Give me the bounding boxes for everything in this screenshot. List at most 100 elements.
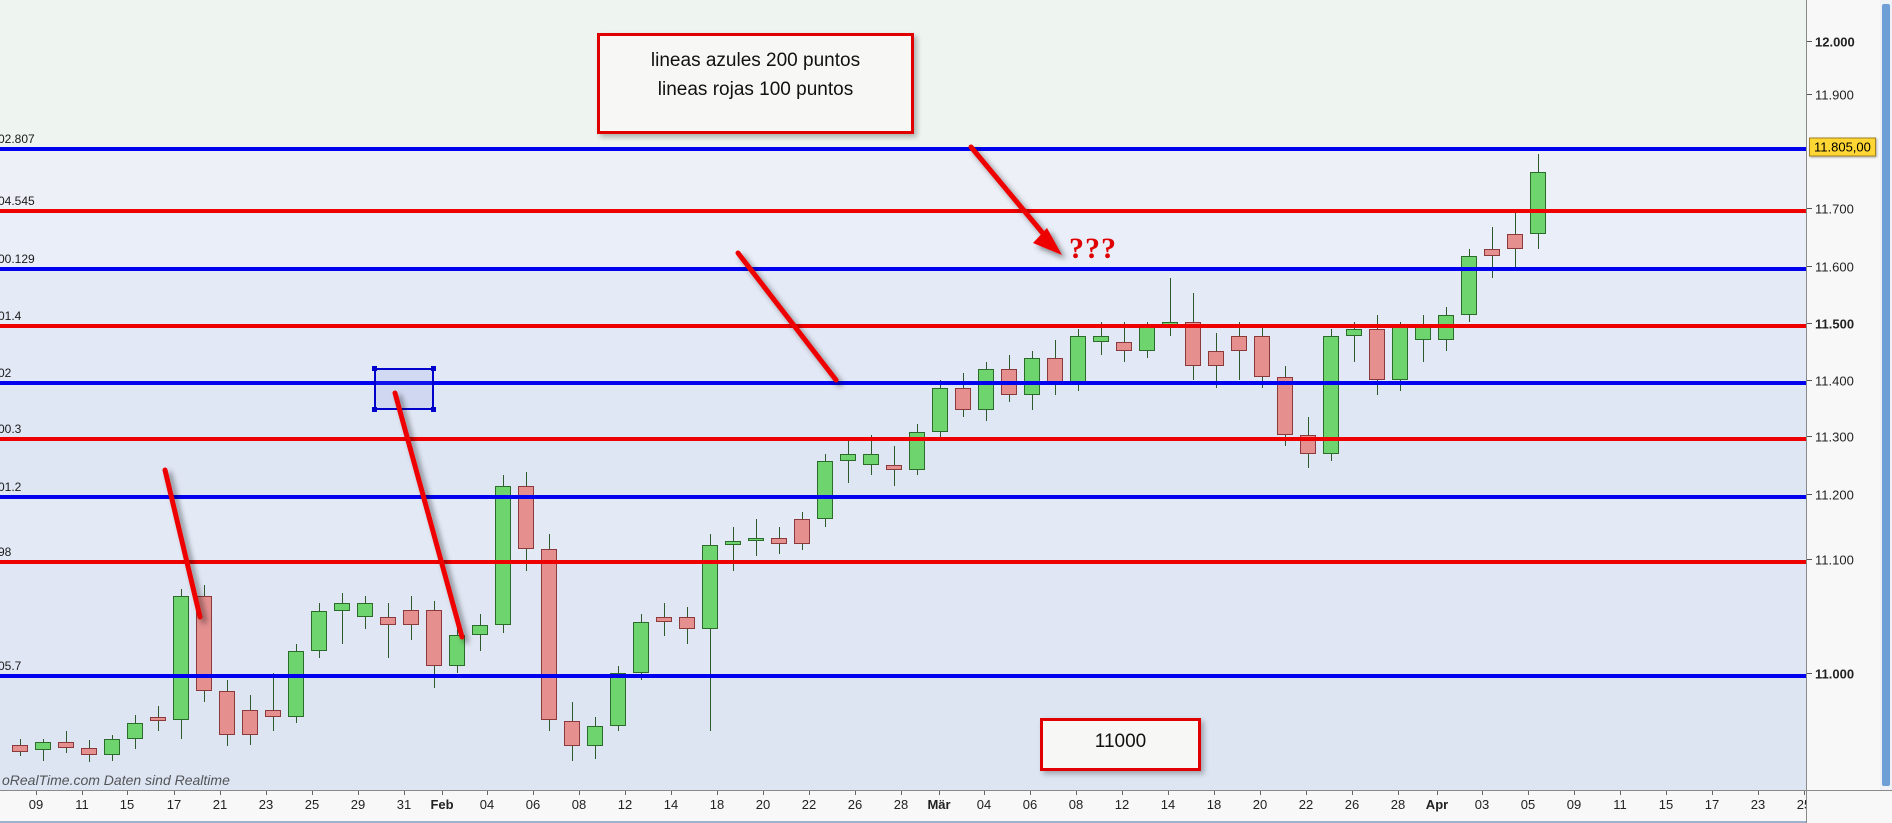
vertical-scrollbar[interactable] bbox=[1880, 0, 1892, 790]
candle-body-up bbox=[587, 725, 603, 747]
price-band bbox=[0, 381, 1806, 437]
tick-dash bbox=[1807, 494, 1812, 495]
selection-handle-tl[interactable] bbox=[372, 366, 377, 371]
candle-body-up bbox=[1323, 336, 1339, 454]
tick-dash bbox=[1482, 791, 1483, 795]
tick-dash bbox=[1030, 791, 1031, 795]
price-axis[interactable]: 12.000 11.900 11.700 11.600 11.500 11.400 11.3… bbox=[1806, 0, 1880, 790]
price-tick-label: 11.400 bbox=[1815, 373, 1854, 389]
candle-body-up bbox=[288, 651, 304, 717]
reference-line-red[interactable] bbox=[0, 437, 1806, 441]
tick-dash bbox=[1122, 791, 1123, 795]
candlestick bbox=[1323, 329, 1339, 461]
reference-line-red[interactable] bbox=[0, 560, 1806, 564]
tick-dash bbox=[1712, 791, 1713, 795]
date-tick-label: 28 bbox=[1390, 797, 1406, 812]
candlestick bbox=[196, 585, 212, 703]
tick-dash bbox=[984, 791, 985, 795]
date-tick-label: 28 bbox=[893, 797, 909, 812]
reference-line-red[interactable] bbox=[0, 324, 1806, 328]
tick-dash bbox=[1807, 559, 1812, 560]
date-tick-label: 23 bbox=[1750, 797, 1766, 812]
selection-handle-br[interactable] bbox=[431, 407, 436, 412]
candle-wick bbox=[1124, 321, 1125, 363]
scrollbar-thumb[interactable] bbox=[1882, 4, 1890, 786]
candle-body-down bbox=[1208, 351, 1224, 366]
candlestick bbox=[725, 526, 741, 571]
selection-rectangle[interactable] bbox=[372, 366, 436, 412]
candle-body-up bbox=[1415, 325, 1431, 341]
candle-wick bbox=[1354, 321, 1355, 363]
tick-dash bbox=[1398, 791, 1399, 795]
candlestick bbox=[1300, 416, 1316, 469]
annotation-level-box[interactable]: 11000 bbox=[1040, 718, 1201, 771]
candle-body-down bbox=[219, 691, 235, 736]
annotation-legend-box[interactable]: lineas azules 200 puntos lineas rojas 10… bbox=[597, 33, 914, 134]
tick-dash bbox=[1807, 380, 1812, 381]
candlestick bbox=[1116, 321, 1132, 363]
candlestick bbox=[909, 424, 925, 476]
candlestick bbox=[104, 735, 120, 761]
reference-line-blue[interactable] bbox=[0, 381, 1806, 385]
candle-body-up bbox=[495, 486, 511, 625]
trendline-march bbox=[735, 250, 839, 383]
selection-handle-tr[interactable] bbox=[431, 366, 436, 371]
candle-body-up bbox=[748, 537, 764, 542]
date-tick-label: 11 bbox=[75, 797, 89, 812]
candle-body-up bbox=[863, 453, 879, 466]
candlestick bbox=[127, 715, 143, 750]
candle-body-up bbox=[1070, 336, 1086, 384]
candle-body-up bbox=[817, 460, 833, 520]
date-tick-label: 15 bbox=[119, 797, 135, 812]
candlestick bbox=[978, 362, 994, 421]
tick-dash bbox=[1306, 791, 1307, 795]
candle-body-down bbox=[1507, 234, 1523, 249]
candlestick bbox=[518, 471, 534, 571]
candle-body-down bbox=[81, 747, 97, 755]
candle-body-down bbox=[1116, 342, 1132, 352]
candle-body-down bbox=[403, 610, 419, 625]
chart-plot-area[interactable]: 02.807 04.545 00.129 01.4 02 00.3 01.2 98 05.7 bbox=[0, 0, 1806, 790]
candle-body-up bbox=[1438, 314, 1454, 341]
candle-body-down bbox=[1231, 336, 1247, 352]
date-tick-label: 06 bbox=[1022, 797, 1038, 812]
price-band bbox=[0, 437, 1806, 495]
candle-body-down bbox=[380, 617, 396, 625]
candle-body-up bbox=[1024, 358, 1040, 395]
candlestick bbox=[794, 512, 810, 551]
date-tick-label: 29 bbox=[350, 797, 366, 812]
candle-body-up bbox=[725, 541, 741, 545]
candlestick bbox=[311, 603, 327, 659]
reference-line-blue[interactable] bbox=[0, 147, 1806, 151]
date-tick-label: 09 bbox=[1566, 797, 1582, 812]
reference-line-blue[interactable] bbox=[0, 495, 1806, 499]
reference-line-blue[interactable] bbox=[0, 267, 1806, 271]
candle-body-down bbox=[242, 709, 258, 736]
tick-dash bbox=[36, 791, 37, 795]
date-axis[interactable]: 09 11 15 17 21 23 25 29 31 Feb 04 06 08 12 14 18 20 22 26 2… bbox=[0, 790, 1857, 823]
candle-body-down bbox=[1001, 369, 1017, 395]
candlestick bbox=[1231, 321, 1247, 381]
tick-dash bbox=[533, 791, 534, 795]
tick-dash bbox=[1807, 41, 1812, 42]
price-band bbox=[0, 324, 1806, 381]
candlestick bbox=[679, 607, 695, 644]
candlestick bbox=[1530, 153, 1546, 249]
candle-body-down bbox=[1300, 435, 1316, 454]
candle-body-down bbox=[150, 716, 166, 721]
selection-handle-bl[interactable] bbox=[372, 407, 377, 412]
candlestick bbox=[219, 680, 235, 747]
candle-wick bbox=[710, 533, 711, 732]
date-tick-label: 05 bbox=[1520, 797, 1536, 812]
candle-body-down bbox=[564, 720, 580, 747]
candlestick bbox=[288, 643, 304, 723]
reference-line-label: 00.3 bbox=[0, 422, 22, 436]
tick-dash bbox=[487, 791, 488, 795]
date-tick-label: 12 bbox=[1114, 797, 1130, 812]
reference-line-label: 02.807 bbox=[0, 132, 35, 146]
price-band bbox=[0, 560, 1806, 674]
date-tick-label: 17 bbox=[166, 797, 182, 812]
candle-body-up bbox=[909, 431, 925, 470]
candle-body-up bbox=[840, 453, 856, 461]
